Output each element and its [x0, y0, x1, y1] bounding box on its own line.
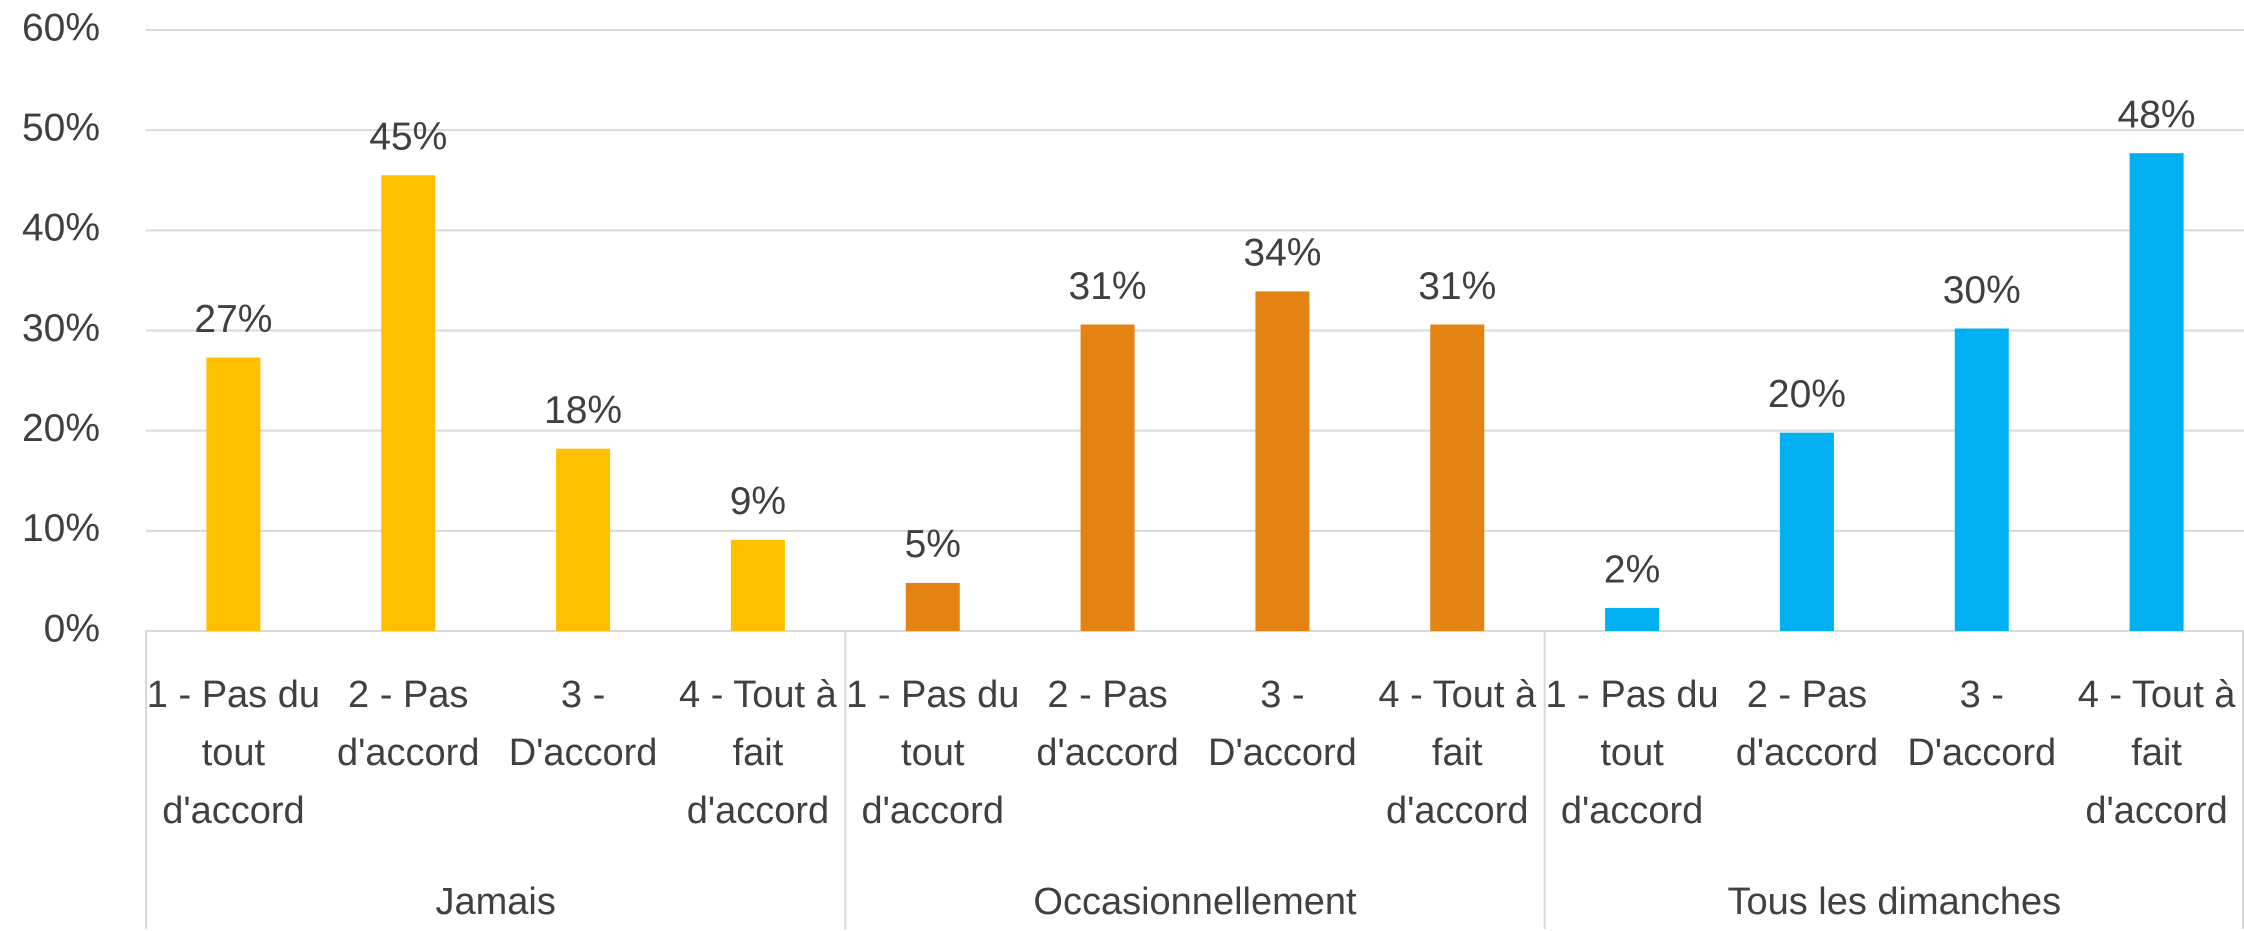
data-label: 31% [1418, 265, 1496, 308]
bar [1779, 432, 1834, 631]
x-tick-label: 3 - D'accord [508, 674, 658, 774]
x-tick-label: 1 - Pas du tout d'accord [146, 674, 321, 832]
data-label: 27% [194, 298, 272, 341]
bar [1430, 324, 1485, 631]
data-label: 2% [1604, 548, 1660, 591]
y-tick-label: 40% [22, 207, 100, 250]
bar [2129, 153, 2184, 631]
bar [730, 539, 785, 631]
y-tick-label: 50% [22, 106, 100, 149]
data-label: 31% [1069, 265, 1147, 308]
data-label: 9% [730, 480, 786, 523]
bar [206, 357, 261, 631]
y-tick-label: 10% [22, 507, 100, 550]
group-label: Jamais [435, 881, 556, 923]
bar [1605, 607, 1660, 631]
bar [1080, 324, 1135, 631]
x-tick-label: 2 - Pas d'accord [1735, 674, 1879, 774]
x-tick-label: 4 - Tout à fait d'accord [1378, 674, 1537, 832]
data-label: 48% [2118, 94, 2196, 137]
bar [1255, 291, 1310, 631]
x-tick-label: 1 - Pas du tout d'accord [846, 674, 1020, 832]
x-tick-label: 4 - Tout à fait d'accord [2077, 674, 2236, 832]
y-tick-label: 60% [22, 6, 100, 49]
data-label: 34% [1243, 232, 1321, 275]
x-tick-label: 2 - Pas d'accord [337, 674, 480, 774]
y-tick-label: 30% [22, 307, 100, 350]
bar [905, 582, 960, 631]
y-tick-label: 0% [44, 607, 100, 650]
data-label: 30% [1943, 269, 2021, 312]
x-tick-label: 3 - D'accord [1907, 674, 2057, 774]
bar [1954, 328, 2009, 631]
group-label: Occasionnellement [1033, 881, 1357, 923]
y-tick-label: 20% [22, 407, 100, 450]
data-label: 5% [905, 523, 961, 566]
x-tick-label: 2 - Pas d'accord [1036, 674, 1179, 774]
group-label: Tous les dimanches [1727, 881, 2062, 923]
data-label: 20% [1768, 373, 1846, 416]
bar [556, 448, 611, 631]
x-tick-label: 1 - Pas du tout d'accord [1545, 674, 1719, 832]
data-label: 18% [544, 389, 622, 432]
bar [381, 175, 436, 631]
x-tick-label: 4 - Tout à fait d'accord [679, 674, 837, 832]
data-label: 45% [369, 116, 447, 159]
x-tick-label: 3 - D'accord [1208, 674, 1357, 774]
